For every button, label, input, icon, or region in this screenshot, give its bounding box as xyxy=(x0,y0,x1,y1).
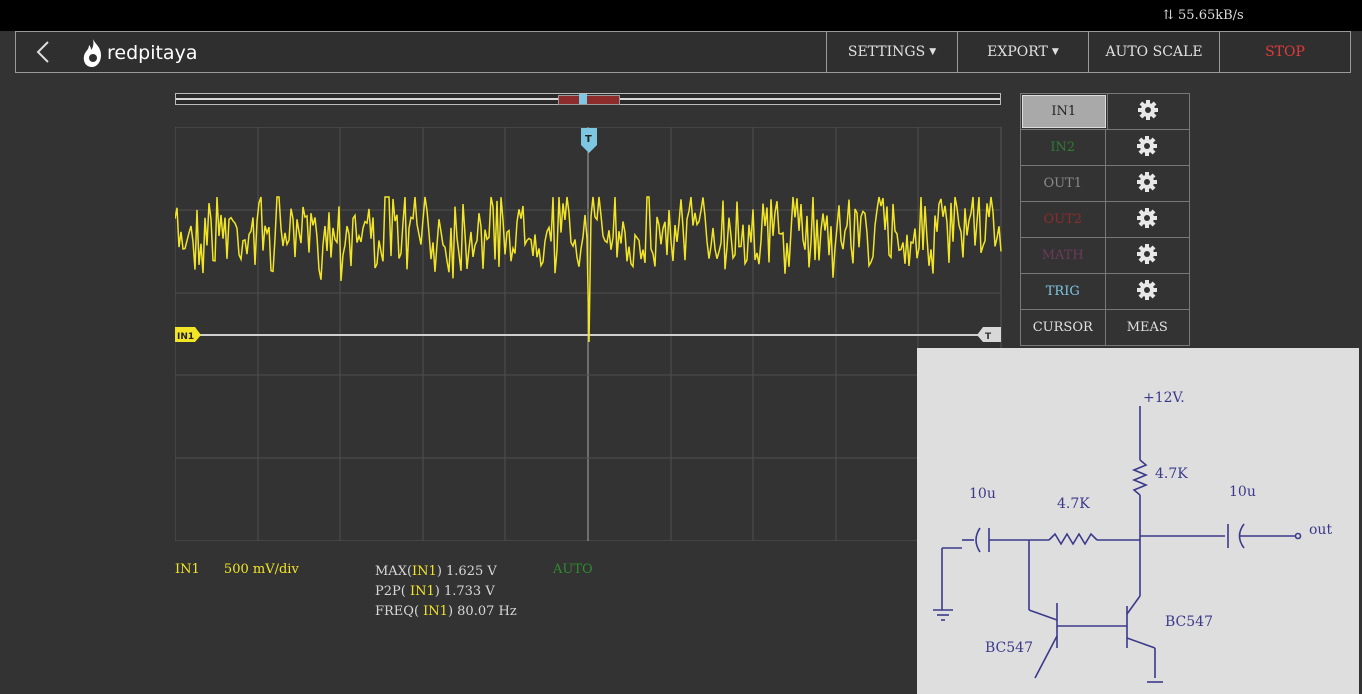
schematic-photo: +12V. 4.7K 4.7K 10u 10u out BC547 BC547 xyxy=(917,348,1359,694)
schematic-drawing: +12V. 4.7K 4.7K 10u 10u out BC547 BC547 xyxy=(933,390,1332,683)
info-scale: 500 mV/div xyxy=(223,562,299,577)
schematic-vcc-label: +12V. xyxy=(1143,390,1185,406)
channel-row-out2: OUT2 xyxy=(1021,202,1189,238)
status-bar: ⇅ 55.65kB/s xyxy=(0,0,1362,31)
meas-max-prefix: MAX( xyxy=(375,564,413,579)
channel-out1-settings[interactable] xyxy=(1104,166,1190,201)
schematic-out-label: out xyxy=(1309,522,1332,538)
meas-freq-ch: IN1 xyxy=(423,604,448,619)
meas-max-ch: IN1 xyxy=(412,564,437,579)
caret-down-icon: ▼ xyxy=(929,47,937,57)
channel-out1-button[interactable]: OUT1 xyxy=(1021,166,1105,201)
channel-in1-label: IN1 xyxy=(1051,104,1077,119)
channel-in2-button[interactable]: IN2 xyxy=(1021,130,1105,165)
gear-icon xyxy=(1136,207,1158,233)
meas-freq-prefix: FREQ( xyxy=(375,604,424,619)
channel-math-button[interactable]: MATH xyxy=(1021,238,1105,273)
in1-marker-shape xyxy=(175,327,201,342)
level-marker-label: T xyxy=(985,332,992,342)
meas-p2p-prefix: P2P( xyxy=(375,584,410,599)
trigger-marker-shape xyxy=(581,128,597,153)
schematic-r1-label: 4.7K xyxy=(1155,466,1188,482)
cursor-label: CURSOR xyxy=(1032,320,1093,335)
chevron-left-icon xyxy=(36,41,49,63)
in1-offset-marker[interactable]: IN1 xyxy=(175,327,201,342)
stop-button[interactable]: STOP xyxy=(1219,32,1350,72)
auto-scale-button[interactable]: AUTO SCALE xyxy=(1088,32,1219,72)
schematic-r2-label: 4.7K xyxy=(1057,496,1090,512)
timeline-trigger-marker[interactable] xyxy=(579,94,587,104)
meas-max-value: ) 1.625 V xyxy=(436,564,497,579)
data-rate: ⇅ 55.65kB/s xyxy=(1163,8,1244,23)
channel-out2-settings[interactable] xyxy=(1104,202,1190,237)
channel-row-math: MATH xyxy=(1021,238,1189,274)
channel-panel: IN1 IN2 OUT1 OUT2 MATH TRIG CURSOR MEAS xyxy=(1020,93,1190,346)
schematic-q2-label: BC547 xyxy=(1165,614,1213,630)
meas-freq-value: ) 80.07 Hz xyxy=(447,604,517,619)
export-button[interactable]: EXPORT ▼ xyxy=(957,32,1088,72)
channel-trig-settings[interactable] xyxy=(1104,274,1190,309)
top-navbar: redpitaya SETTINGS ▼ EXPORT ▼ AUTO SCALE S… xyxy=(15,31,1351,73)
back-button[interactable] xyxy=(30,38,56,66)
data-rate-value: 55.65kB/s xyxy=(1178,8,1244,23)
channel-in2-label: IN2 xyxy=(1050,140,1076,155)
trigger-marker-label: T xyxy=(585,134,592,145)
schematic-c1-label: 10u xyxy=(969,486,996,502)
logo-text: redpitaya xyxy=(107,42,198,64)
channel-trig-label: TRIG xyxy=(1045,284,1080,299)
channel-row-out1: OUT1 xyxy=(1021,166,1189,202)
channel-out2-button[interactable]: OUT2 xyxy=(1021,202,1105,237)
meas-button[interactable]: MEAS xyxy=(1104,310,1190,345)
channel-in1-settings[interactable] xyxy=(1106,94,1190,129)
channel-out1-label: OUT1 xyxy=(1043,176,1083,191)
gear-icon xyxy=(1136,243,1158,269)
buffer-timeline[interactable] xyxy=(175,93,1001,105)
channel-row-trig: TRIG xyxy=(1021,274,1189,310)
nav-buttons: SETTINGS ▼ EXPORT ▼ AUTO SCALE STOP xyxy=(826,32,1350,72)
logo: redpitaya xyxy=(81,38,197,68)
channel-row-in1: IN1 xyxy=(1021,94,1189,130)
info-channel: IN1 xyxy=(175,562,200,577)
schematic-q1-label: BC547 xyxy=(985,640,1033,656)
in1-waveform xyxy=(175,196,1002,343)
channel-in2-settings[interactable] xyxy=(1104,130,1190,165)
channel-math-settings[interactable] xyxy=(1104,238,1190,273)
channel-out2-label: OUT2 xyxy=(1043,212,1083,227)
meas-freq: FREQ( IN1) 80.07 Hz xyxy=(375,602,517,622)
meas-p2p-ch: IN1 xyxy=(409,584,435,599)
oscilloscope-graph[interactable]: IN1 T T xyxy=(175,127,1002,541)
tools-row: CURSOR MEAS xyxy=(1021,310,1189,345)
cursor-button[interactable]: CURSOR xyxy=(1021,310,1105,345)
gear-icon xyxy=(1136,171,1158,197)
channel-in1-button[interactable]: IN1 xyxy=(1022,95,1106,128)
measurements: MAX(IN1) 1.625 V P2P( IN1) 1.733 V FREQ(… xyxy=(375,562,517,622)
gear-icon xyxy=(1136,279,1158,305)
channel-scale-info: IN1 500 mV/div xyxy=(175,562,299,577)
timeline-window[interactable] xyxy=(558,95,620,105)
gear-icon xyxy=(1136,135,1158,161)
channel-row-in2: IN2 xyxy=(1021,130,1189,166)
gear-icon xyxy=(1137,99,1159,125)
meas-label: MEAS xyxy=(1126,320,1168,335)
trigger-mode-status: AUTO xyxy=(553,562,593,577)
auto-scale-label: AUTO SCALE xyxy=(1105,44,1203,60)
schematic-c2-label: 10u xyxy=(1229,484,1256,500)
channel-trig-button[interactable]: TRIG xyxy=(1021,274,1105,309)
caret-down-icon: ▼ xyxy=(1051,47,1059,57)
flame-logo-icon xyxy=(83,39,101,67)
stop-label: STOP xyxy=(1265,44,1305,60)
meas-max: MAX(IN1) 1.625 V xyxy=(375,562,517,582)
meas-p2p: P2P( IN1) 1.733 V xyxy=(375,582,517,602)
level-marker-shape xyxy=(977,327,1001,342)
channel-math-label: MATH xyxy=(1041,248,1084,263)
in1-marker-label: IN1 xyxy=(177,332,194,342)
settings-button[interactable]: SETTINGS ▼ xyxy=(826,32,957,72)
trigger-time-marker[interactable]: T xyxy=(581,128,597,153)
export-label: EXPORT xyxy=(987,44,1048,60)
trigger-level-marker[interactable]: T xyxy=(977,327,1001,342)
settings-label: SETTINGS xyxy=(847,44,926,60)
meas-p2p-value: ) 1.733 V xyxy=(434,584,495,599)
